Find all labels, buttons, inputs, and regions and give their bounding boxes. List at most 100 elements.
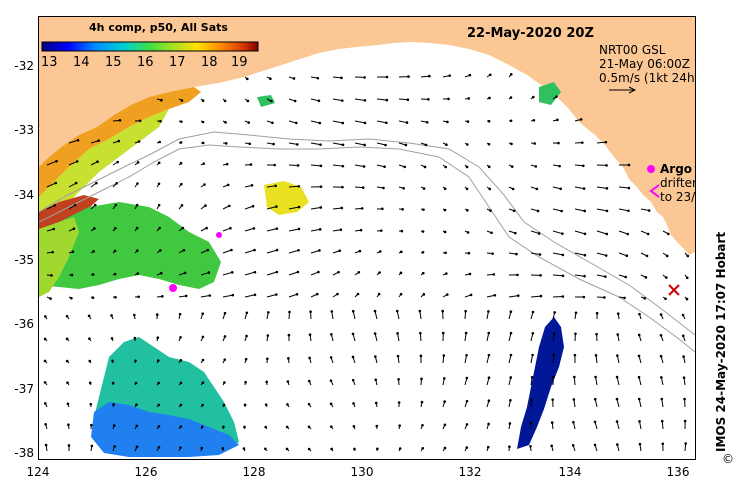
current-arrow-head [363,143,366,147]
sst-cold-stripe [517,317,564,449]
current-arrow-head [43,402,47,405]
current-arrow-head [466,120,470,123]
current-arrow [618,230,628,235]
current-arrow [376,120,387,124]
current-arrow-head [378,271,381,274]
current-arrow-head [623,296,626,300]
current-arrow-head [309,310,312,313]
current-arrow-head [443,208,447,212]
current-arrow [616,376,620,386]
current-arrow-head [444,165,447,169]
sst-green-patch [39,202,221,289]
current-arrow-head [271,121,274,125]
current-arrow [266,271,277,276]
current-arrow-head [616,312,620,315]
current-arrow [464,332,467,342]
current-arrow-head [605,164,608,167]
current-arrow-head [423,165,427,169]
current-arrow-head [250,184,254,187]
current-arrow-head [534,165,538,168]
current-arrow-head [615,443,619,446]
current-arrow-head [93,227,96,230]
current-arrow-head [182,248,186,252]
current-arrow-head [464,331,468,335]
current-arrow-head [221,447,225,450]
current-arrow-head [664,297,667,301]
current-arrow-head [253,270,257,274]
current-arrow-head [159,271,163,275]
current-arrow [552,274,564,277]
current-arrow-head [487,422,490,426]
sst-small-patch [257,95,275,107]
current-arrow-head [424,143,428,147]
current-arrow-head [535,187,539,191]
current-arrow-head [486,445,490,449]
current-arrow-head [92,250,95,253]
current-arrow-head [442,377,446,380]
current-arrow-head [605,209,609,213]
current-arrow-head [201,120,205,124]
current-arrow-head [615,397,619,401]
current-arrow-head [67,423,70,427]
current-arrow-head [65,337,69,341]
current-arrow-head [443,423,447,427]
current-arrow-head [531,310,535,314]
current-arrow-head [223,99,227,103]
current-arrow-head [159,249,162,252]
current-arrow-head [360,207,364,210]
current-arrow-head [421,423,424,427]
current-arrow-head [201,381,205,385]
current-arrow-head [422,293,426,296]
current-arrow [266,206,277,210]
current-arrow-head [514,231,517,235]
current-arrow-head [529,421,533,425]
current-arrow-head [133,336,137,340]
current-arrow-head [67,444,71,447]
current-arrow [68,160,78,166]
current-arrow [288,228,300,232]
current-arrow-head [685,297,689,301]
current-arrow-head [73,203,77,207]
current-arrow-head [51,250,54,254]
current-arrow-head [467,251,471,255]
current-arrow-head [595,332,598,336]
current-arrow-head [465,165,469,169]
current-arrow-head [179,359,183,362]
current-arrow-head [315,292,319,296]
current-arrow-head [397,401,401,404]
current-arrow-head [72,227,76,231]
current-arrow-head [421,446,425,450]
current-arrow [332,229,341,232]
current-arrow-head [275,248,279,252]
current-arrow-head [204,204,207,207]
current-arrow-head [467,97,471,100]
current-arrow-head [341,121,345,125]
current-arrow-head [441,331,445,335]
current-arrow-head [363,76,366,79]
current-arrow-head [512,209,516,213]
current-arrow-head [422,187,426,190]
current-arrow-head [308,333,312,336]
current-arrow-head [224,142,228,145]
argo-float [216,232,222,238]
current-arrow-head [329,356,333,359]
current-arrow-head [664,276,668,279]
current-arrow-head [288,310,291,314]
current-arrow-head [561,295,565,298]
current-arrow-head [157,424,161,428]
current-arrow [552,186,561,190]
imos-credit-text: IMOS 24-May-2020 17:07 Hobart [714,231,728,452]
current-arrow-head [89,402,93,406]
current-arrow [332,142,344,146]
current-arrow-head [383,165,386,169]
current-arrow-head [665,254,669,258]
current-arrow [661,421,664,430]
current-arrow-head [307,402,311,406]
current-arrow-head [44,315,47,318]
current-arrow-head [509,353,513,357]
current-arrow-head [317,270,320,274]
current-arrow-head [363,99,367,102]
current-arrow [398,120,408,124]
current-arrow-head [605,232,609,236]
current-arrow-head [88,359,92,363]
